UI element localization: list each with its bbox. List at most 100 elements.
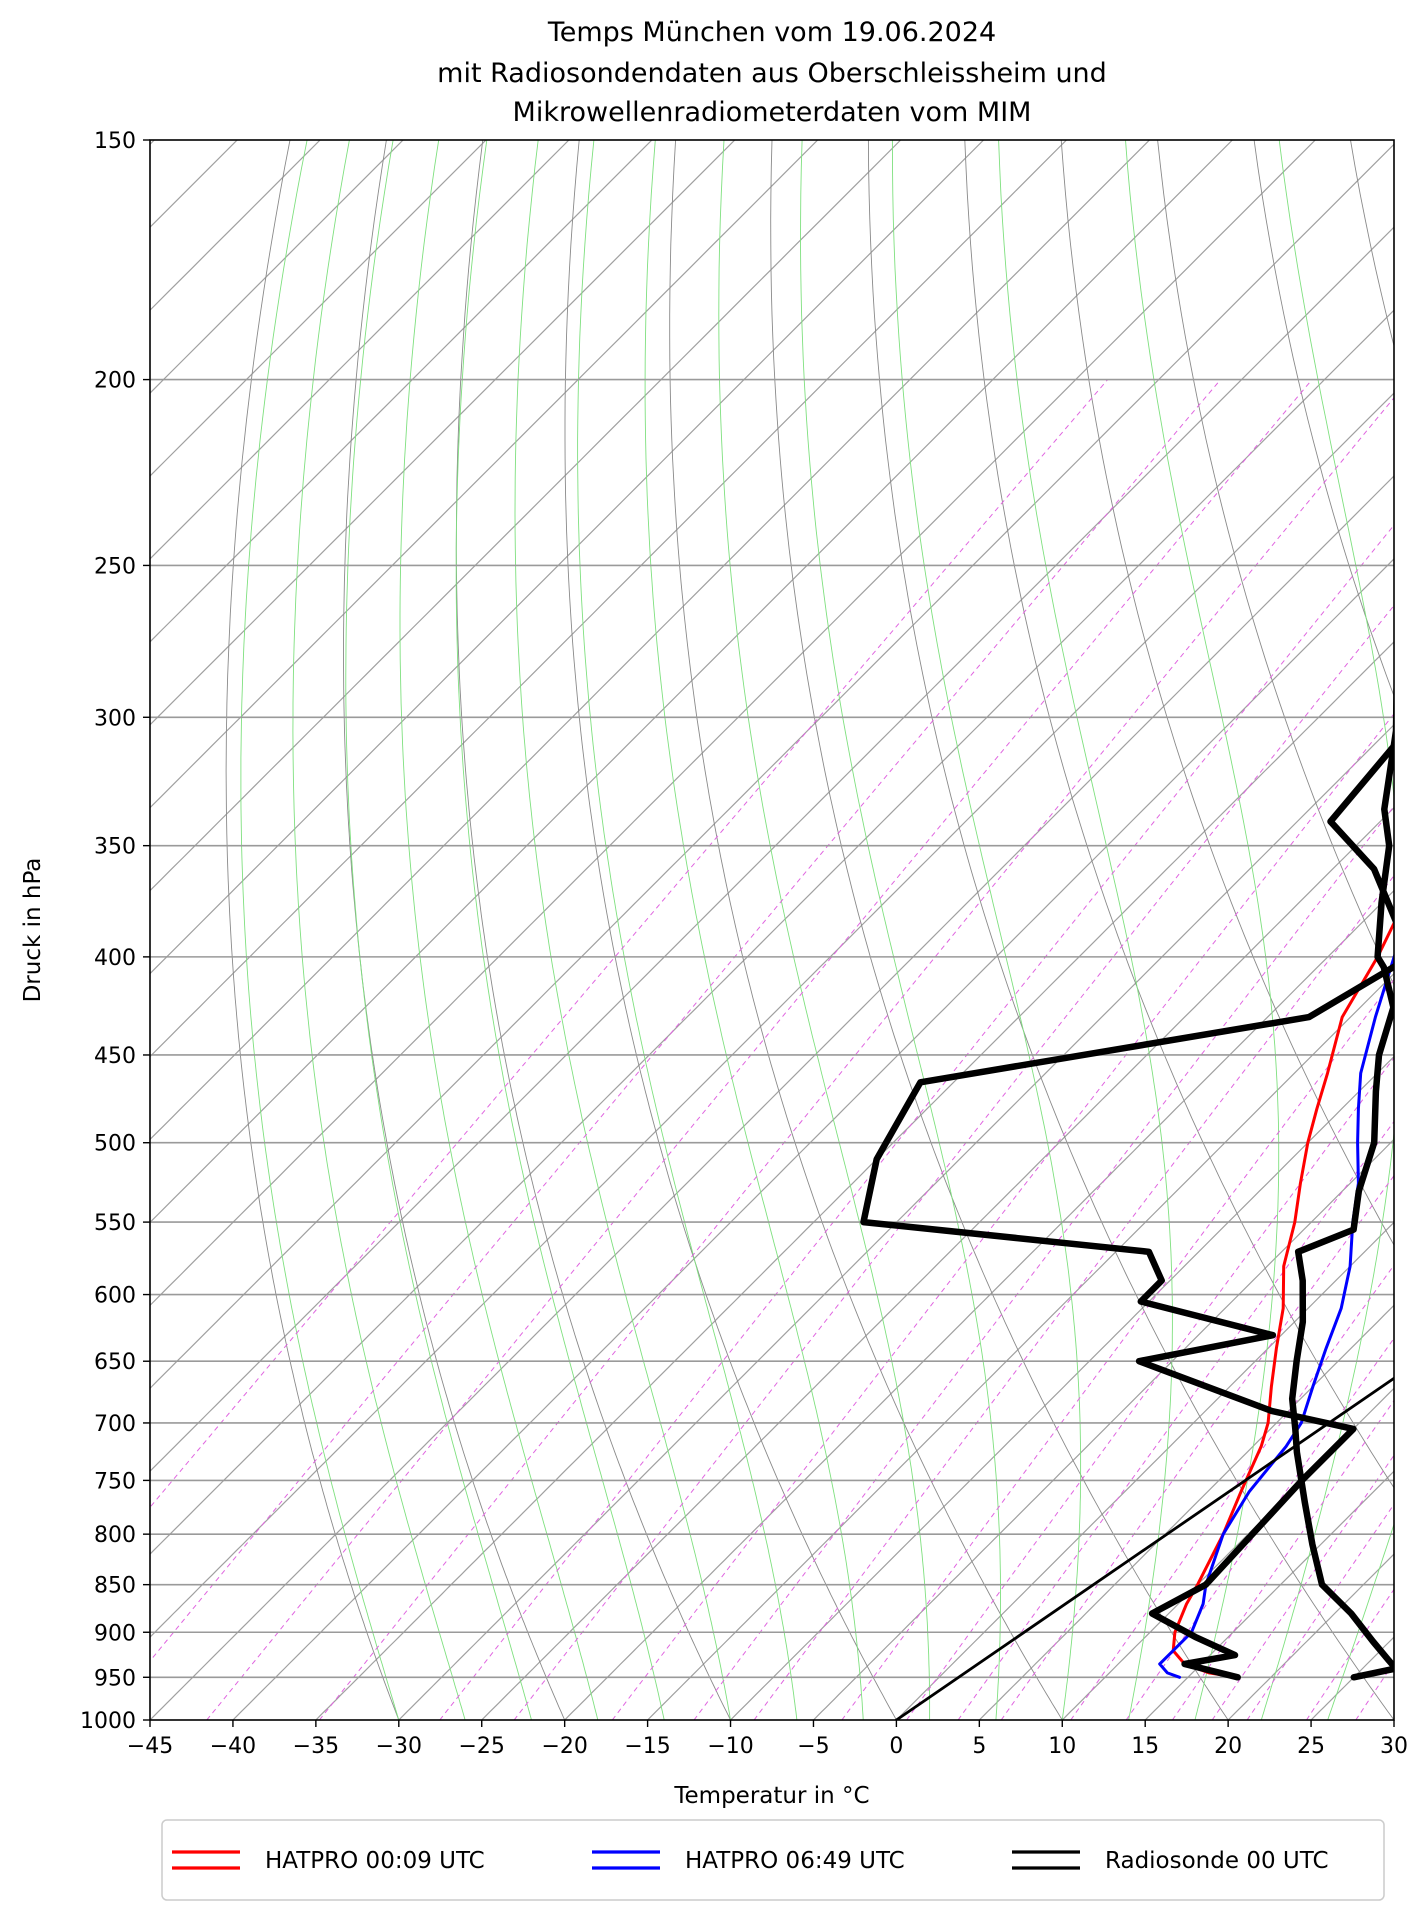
moist-adiabat-line xyxy=(514,140,731,1720)
moist-adiabat-line xyxy=(1125,140,1280,1720)
moist-adiabat-line xyxy=(998,140,1173,1720)
series-hatpro-0649 xyxy=(1158,952,1394,1679)
x-tick-label: −20 xyxy=(541,1734,587,1759)
y-tick-label: 950 xyxy=(94,1666,136,1691)
x-tick-label: −25 xyxy=(459,1734,505,1759)
y-tick-label: 600 xyxy=(94,1284,136,1309)
mixing-ratio-line xyxy=(150,379,1109,1509)
y-tick-label: 200 xyxy=(94,369,136,394)
dry-adiabat-line xyxy=(669,140,1063,1720)
mixing-ratio-line xyxy=(906,1056,1394,1720)
x-tick-label: 25 xyxy=(1297,1734,1325,1759)
y-tick-label: 350 xyxy=(94,835,136,860)
isotherm-line xyxy=(150,475,1394,1720)
isotherm-line xyxy=(150,140,985,975)
x-tick-label: 20 xyxy=(1214,1734,1242,1759)
isotherm-line xyxy=(978,1304,1394,1720)
y-tick-label: 400 xyxy=(94,946,136,971)
isotherm-line xyxy=(481,806,1394,1720)
mixing-ratio-line xyxy=(1171,1399,1394,1720)
legend-label-hatpro-0649: HATPRO 06:49 UTC xyxy=(685,1848,905,1874)
moist-adiabat-line xyxy=(345,140,532,1720)
background-lines xyxy=(150,140,1427,1720)
moist-adiabat-line xyxy=(399,140,599,1720)
isotherm-line xyxy=(398,723,1394,1720)
mixing-ratio-line xyxy=(1398,380,1427,1720)
isotherm-line xyxy=(730,1055,1394,1720)
y-tick-label: 700 xyxy=(94,1412,136,1437)
isotherm-line xyxy=(150,140,1067,1058)
y-tick-label: 500 xyxy=(94,1132,136,1157)
x-axis-ticks: −45 −40 −35 −30 −25 −20 −15 −10 −5 0 5 10 15 20 25 30 xyxy=(127,1720,1408,1759)
isotherm-line xyxy=(647,972,1394,1720)
moist-adiabat-line xyxy=(644,140,864,1720)
y-tick-label: 1000 xyxy=(80,1709,136,1734)
dry-adiabat-line xyxy=(1350,140,1394,348)
moist-adiabat-line xyxy=(577,140,798,1720)
series-reference-line xyxy=(895,1376,1394,1720)
y-axis-ticks: 150 200 250 300 350 400 450 500 550 600 650 700 750 8… xyxy=(80,129,150,1734)
isotherm-line xyxy=(150,140,819,809)
title-line-3: Mikrowellenradiometerdaten vom MIM xyxy=(513,97,1032,128)
isotherm-line xyxy=(1144,1470,1394,1720)
mixing-ratio-line xyxy=(753,874,1394,1720)
dry-adiabat-line xyxy=(1060,140,1394,1246)
dry-adiabat-line xyxy=(1157,140,1394,987)
isotherm-line xyxy=(315,641,1394,1720)
legend-label-radiosonde: Radiosonde 00 UTC xyxy=(1105,1848,1329,1874)
isotherm-line xyxy=(150,140,902,892)
mixing-ratio-line xyxy=(1211,1454,1394,1720)
isotherm-line xyxy=(150,140,1316,1307)
mixing-ratio-line xyxy=(1070,1264,1394,1720)
y-tick-label: 300 xyxy=(94,706,136,731)
isotherm-line xyxy=(564,889,1394,1720)
x-tick-label: −30 xyxy=(376,1734,422,1759)
dry-adiabat-line xyxy=(343,140,566,1720)
isotherm-line xyxy=(150,140,1233,1224)
dry-adiabat-line xyxy=(770,140,1229,1720)
mixing-ratio-line xyxy=(1000,1174,1394,1720)
y-tick-label: 800 xyxy=(94,1523,136,1548)
dry-adiabat-line xyxy=(867,140,1394,1720)
mixing-ratio-line xyxy=(206,379,1313,1720)
y-tick-label: 750 xyxy=(94,1469,136,1494)
isotherm-line xyxy=(150,226,1394,1473)
isotherm-line xyxy=(150,140,321,312)
dry-adiabat-line xyxy=(1253,140,1394,698)
moist-adiabat-line xyxy=(240,140,400,1720)
isotherm-line xyxy=(895,1221,1394,1720)
data-series xyxy=(860,686,1394,1720)
legend: HATPRO 00:09 UTC HATPRO 06:49 UTC Radios… xyxy=(161,1819,1385,1901)
isotherm-line xyxy=(150,140,736,726)
mixing-ratio-line xyxy=(150,379,1221,1662)
title-line-1: Temps München vom 19.06.2024 xyxy=(547,17,996,48)
chart-title: Temps München vom 19.06.2024 mit Radioso… xyxy=(437,17,1107,128)
isotherm-line xyxy=(150,143,1394,1390)
y-tick-label: 550 xyxy=(94,1211,136,1236)
isotherm-line xyxy=(150,140,404,394)
x-tick-label: 5 xyxy=(972,1734,986,1759)
x-tick-label: −40 xyxy=(210,1734,256,1759)
series-radiosonde-dewpoint xyxy=(860,740,1394,1681)
x-tick-label: −45 xyxy=(127,1734,173,1759)
series-hatpro-0009 xyxy=(1171,919,1394,1679)
y-tick-label: 900 xyxy=(94,1621,136,1646)
legend-label-hatpro-0009: HATPRO 00:09 UTC xyxy=(265,1848,485,1874)
mixing-ratio-line xyxy=(439,524,1394,1720)
x-tick-label: −35 xyxy=(293,1734,339,1759)
x-tick-label: 30 xyxy=(1380,1734,1408,1759)
moist-adiabat-line xyxy=(1393,1718,1394,1720)
mixing-ratio-line xyxy=(319,397,1394,1720)
x-tick-label: −5 xyxy=(797,1734,829,1759)
moist-adiabat-line xyxy=(718,140,931,1720)
dry-adiabat-line xyxy=(455,140,731,1720)
y-tick-label: 450 xyxy=(94,1044,136,1069)
y-tick-label: 650 xyxy=(94,1350,136,1375)
mixing-ratio-line xyxy=(1125,1337,1394,1720)
title-line-2: mit Radiosondendaten aus Oberschleisshei… xyxy=(437,58,1107,89)
x-tick-label: −10 xyxy=(707,1734,753,1759)
y-tick-label: 850 xyxy=(94,1574,136,1599)
moist-adiabat-line xyxy=(891,140,1082,1720)
isotherm-line xyxy=(150,140,487,477)
